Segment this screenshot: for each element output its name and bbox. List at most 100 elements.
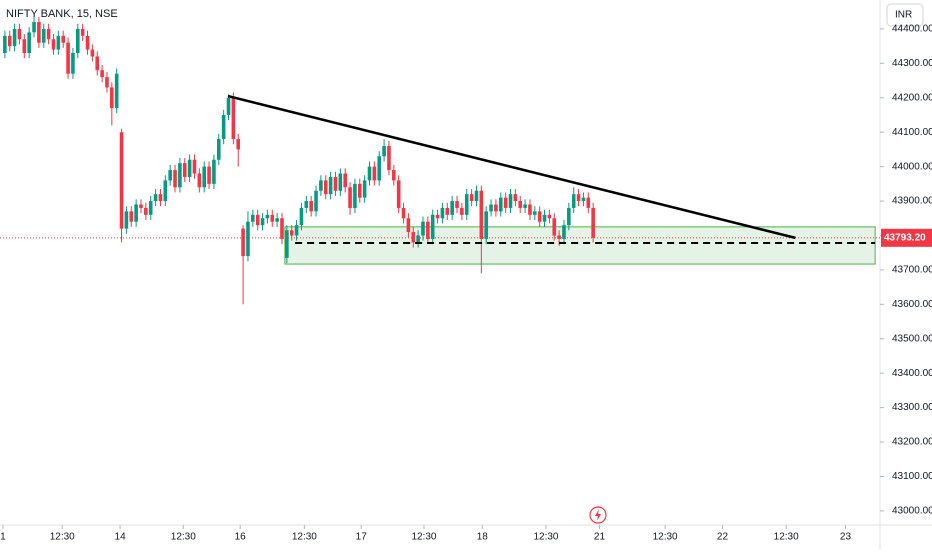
- candle-body: [382, 145, 386, 157]
- candle-body: [508, 194, 513, 208]
- candle-body: [387, 145, 391, 171]
- candle-body: [396, 180, 401, 208]
- x-tick-label: 12:30: [411, 532, 436, 543]
- candle-body: [37, 22, 41, 43]
- candle-body: [207, 166, 211, 184]
- candle-body: [255, 214, 260, 226]
- candle-body: [265, 214, 270, 219]
- lightning-icon[interactable]: [589, 506, 607, 524]
- candle-body: [479, 190, 484, 239]
- candle-body: [294, 225, 299, 236]
- candle-body: [338, 173, 343, 191]
- candle-body: [576, 194, 581, 202]
- candle-body: [323, 180, 328, 195]
- candle-body: [197, 173, 202, 188]
- x-tick-label: 12:30: [653, 532, 678, 543]
- candle-body: [280, 218, 284, 239]
- currency-button[interactable]: [886, 3, 924, 27]
- candle-body: [440, 207, 445, 219]
- candle-body: [66, 42, 70, 74]
- candle-body: [158, 194, 163, 202]
- y-tick-label: 43000.00: [892, 506, 932, 517]
- candle-body: [557, 235, 561, 239]
- candle-body: [12, 28, 17, 47]
- candle-body: [61, 35, 66, 43]
- plot-area: [0, 16, 880, 305]
- currency-label[interactable]: INR: [895, 10, 912, 21]
- candle-body: [435, 214, 440, 219]
- candle-body: [17, 28, 22, 40]
- candle-body: [22, 39, 27, 54]
- candle-body: [144, 207, 148, 215]
- x-tick-label: 12:30: [50, 532, 75, 543]
- candle-body: [71, 53, 75, 74]
- last-price-label: 43793.20: [884, 232, 926, 243]
- candle-body: [226, 97, 231, 115]
- candle-body: [484, 211, 488, 239]
- candle-body: [309, 201, 313, 212]
- y-tick-label: 44400.00: [892, 24, 932, 35]
- y-tick-label: 43200.00: [892, 437, 932, 448]
- y-tick-label: 43300.00: [892, 402, 932, 413]
- candle-body: [494, 204, 498, 212]
- candle-body: [85, 35, 90, 50]
- candle-body: [202, 166, 206, 188]
- trendline: [227, 94, 796, 240]
- y-tick-label: 43700.00: [892, 265, 932, 276]
- candle-body: [460, 207, 464, 215]
- candle-body: [51, 39, 56, 50]
- x-tick-label: 1: [0, 532, 6, 543]
- candle-body: [221, 114, 226, 140]
- candle-body: [469, 194, 474, 202]
- x-tick-label: 12:30: [171, 532, 196, 543]
- candle-body: [114, 73, 119, 109]
- candle-body: [353, 183, 357, 208]
- candle-body: [533, 211, 537, 215]
- candle-body: [411, 232, 416, 243]
- candle-body: [367, 166, 372, 181]
- candle-body: [3, 35, 7, 54]
- x-tick-label: 16: [235, 532, 247, 543]
- x-tick-label: 12:30: [292, 532, 317, 543]
- zone: [284, 226, 876, 265]
- candle-body: [401, 207, 406, 219]
- y-tick-label: 44000.00: [892, 161, 932, 172]
- candle-body: [586, 197, 591, 208]
- candle-body: [192, 159, 197, 174]
- candle-body: [246, 221, 250, 257]
- candle-body: [289, 230, 294, 236]
- candle-body: [216, 139, 221, 160]
- candle-body: [90, 49, 95, 57]
- candle-body: [153, 194, 158, 202]
- candle-body: [455, 201, 459, 208]
- candle-body: [430, 214, 435, 239]
- candle-body: [285, 230, 289, 258]
- candle-body: [372, 166, 377, 181]
- candle-body: [46, 28, 51, 40]
- candle-body: [32, 22, 36, 33]
- candle-body: [377, 156, 382, 181]
- y-tick-label: 43900.00: [892, 196, 932, 207]
- candle-body: [148, 201, 153, 215]
- candle-body: [27, 32, 31, 54]
- candle-body: [260, 218, 265, 226]
- candle-body: [270, 214, 275, 222]
- candle-body: [591, 207, 595, 238]
- y-tick-label: 43100.00: [892, 471, 932, 482]
- x-tick-label: 14: [115, 532, 127, 543]
- y-tick-label: 43400.00: [892, 368, 932, 379]
- y-tick-label: 43500.00: [892, 333, 932, 344]
- x-tick-label: 18: [477, 532, 489, 543]
- x-tick-label: 22: [717, 532, 729, 543]
- candle-body: [362, 180, 367, 198]
- candle-body: [56, 35, 61, 50]
- candle-body: [348, 187, 352, 208]
- candle-body: [464, 194, 469, 215]
- candle-body: [392, 170, 396, 181]
- candle-body: [552, 218, 557, 236]
- candle-body: [328, 176, 333, 195]
- candle-body: [445, 207, 450, 215]
- candle-body: [275, 218, 279, 222]
- x-tick-label: 23: [840, 532, 852, 543]
